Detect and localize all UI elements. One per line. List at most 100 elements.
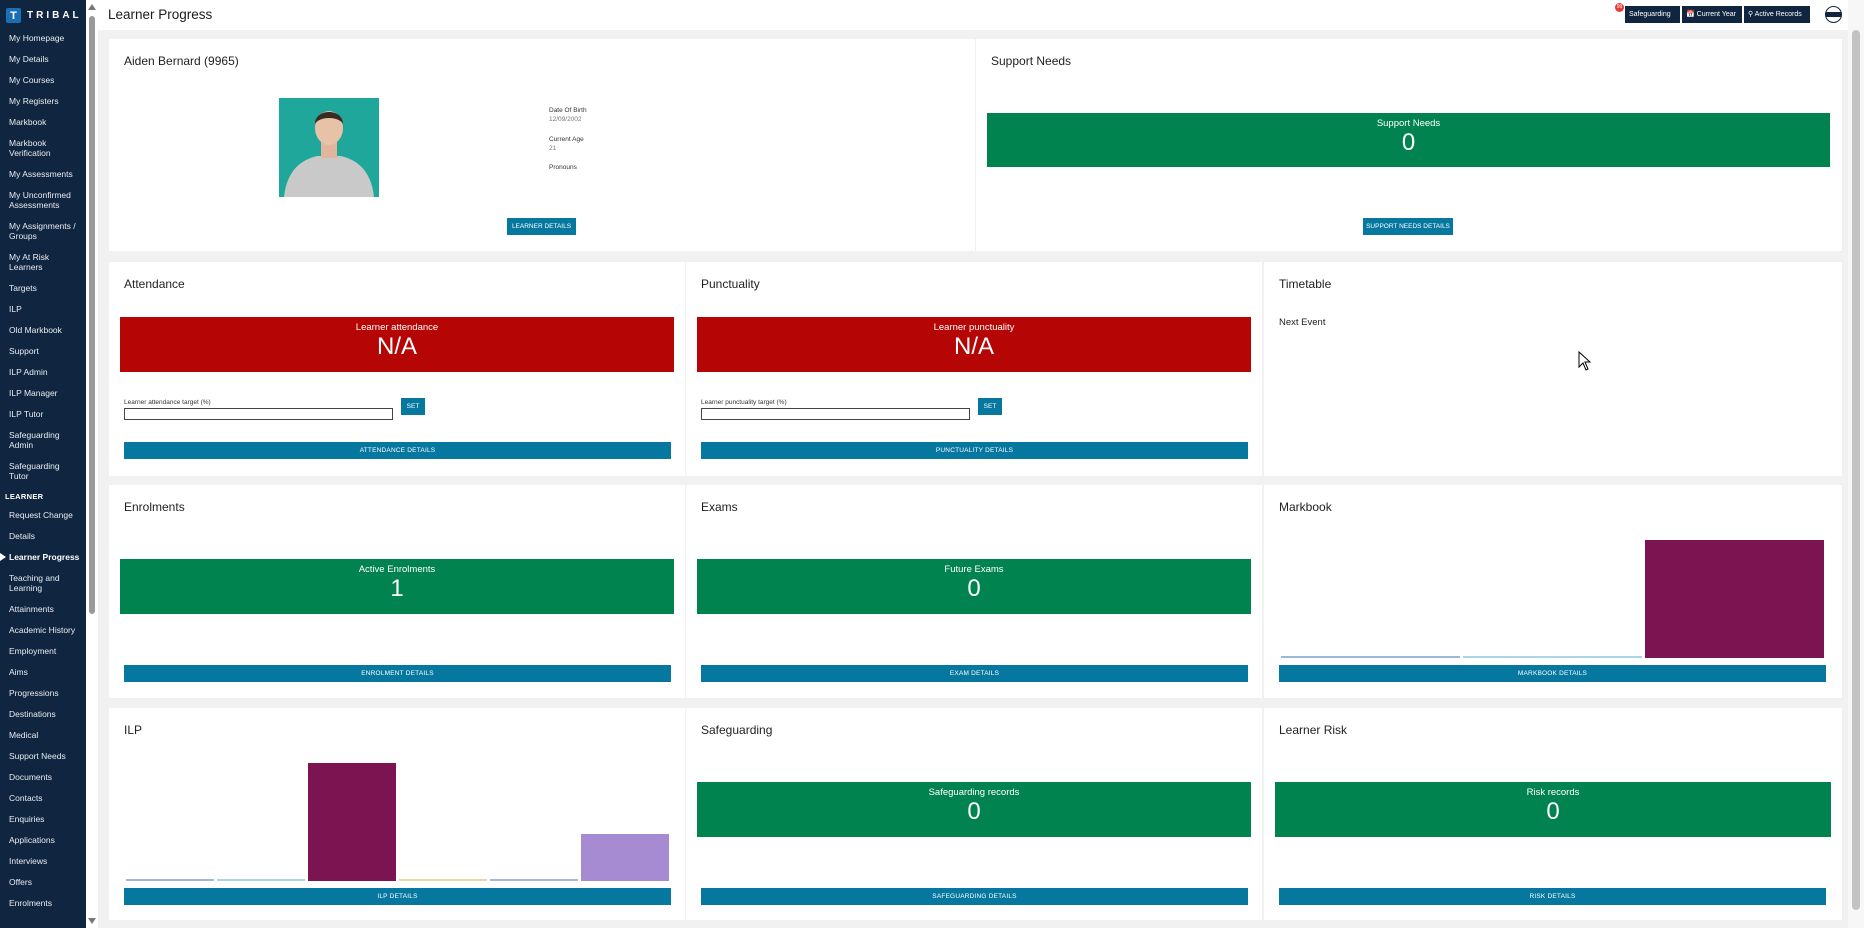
punctuality-set-button[interactable]: SET: [978, 398, 1002, 415]
sidebar-item-request-change[interactable]: Request Change: [9, 510, 73, 520]
ilp-bar-5[interactable]: [490, 879, 578, 881]
attendance-target-input[interactable]: [124, 408, 393, 420]
main-scroll-thumb[interactable]: [1852, 30, 1860, 910]
sidebar-item-my-homepage[interactable]: My Homepage: [9, 33, 65, 43]
age-label: Current Age: [549, 136, 584, 143]
sidebar-item-learner-progress[interactable]: Learner Progress: [0, 552, 86, 562]
sidebar-item-ilp-admin[interactable]: ILP Admin: [9, 367, 48, 377]
sidebar-item-ilp-manager[interactable]: ILP Manager: [9, 388, 58, 398]
attendance-stat: Learner attendance N/A: [120, 317, 674, 372]
safeguarding-details-button[interactable]: SAFEGUARDING DETAILS: [701, 888, 1248, 905]
main-scrollbar[interactable]: [1848, 0, 1864, 928]
sidebar-item-applications[interactable]: Applications: [9, 835, 55, 845]
ilp-bar-2[interactable]: [217, 879, 305, 881]
safeguarding-card: Safeguarding Safeguarding records 0 SAFE…: [686, 708, 1262, 920]
logo-word: TRIBAL: [27, 10, 82, 21]
scroll-up-arrow-icon[interactable]: [88, 4, 96, 10]
sidebar-item-academic-history[interactable]: Academic History: [9, 625, 76, 635]
sidebar-scrollbar[interactable]: [86, 0, 98, 928]
sidebar-item-targets[interactable]: Targets: [9, 283, 37, 293]
safeguarding-stat: Safeguarding records 0: [697, 782, 1251, 837]
markbook-bar-1[interactable]: [1281, 656, 1460, 658]
risk-details-button[interactable]: RISK DETAILS: [1279, 888, 1826, 905]
learner-details-button[interactable]: LEARNER DETAILS: [507, 218, 576, 235]
ilp-bar-1[interactable]: [126, 879, 214, 881]
sidebar-item-my-unconfirmed-assessments[interactable]: My Unconfirmed Assessments: [9, 190, 71, 210]
markbook-bar-3[interactable]: [1645, 540, 1824, 658]
sidebar-item-ilp[interactable]: ILP: [9, 304, 22, 314]
exams-stat: Future Exams 0: [697, 559, 1251, 614]
sidebar-item-aims[interactable]: Aims: [9, 667, 28, 677]
enrolment-details-button[interactable]: ENROLMENT DETAILS: [124, 665, 671, 682]
sidebar-item-progressions[interactable]: Progressions: [9, 688, 59, 698]
sidebar-item-safeguarding-tutor[interactable]: Safeguarding Tutor: [9, 461, 60, 481]
ilp-bar-6[interactable]: [581, 834, 669, 881]
pronouns-label: Pronouns: [549, 164, 577, 171]
attendance-set-button[interactable]: SET: [401, 398, 425, 415]
support-needs-title: Support Needs: [991, 54, 1072, 68]
header: Learner Progress 99 Safeguarding 📅 Curre…: [98, 0, 1848, 30]
support-needs-label: Support Needs: [1376, 118, 1441, 129]
sidebar-item-support[interactable]: Support: [9, 346, 39, 356]
attendance-value: N/A: [376, 333, 417, 360]
sidebar-item-documents[interactable]: Documents: [9, 772, 52, 782]
punctuality-details-button[interactable]: PUNCTUALITY DETAILS: [701, 442, 1248, 459]
support-needs-details-button[interactable]: SUPPORT NEEDS DETAILS: [1363, 218, 1453, 235]
scroll-down-arrow-icon[interactable]: [88, 918, 96, 924]
punctuality-target-input[interactable]: [701, 408, 970, 420]
exam-details-button[interactable]: EXAM DETAILS: [701, 665, 1248, 682]
enrolments-label: Active Enrolments: [358, 564, 436, 575]
learner-name: Aiden Bernard (9965): [124, 54, 239, 68]
punctuality-target-label: Learner punctuality target (%): [701, 399, 787, 406]
active-records-button[interactable]: ⚲ Active Records: [1744, 6, 1810, 23]
sidebar-item-offers[interactable]: Offers: [9, 877, 32, 887]
markbook-bar-2[interactable]: [1463, 656, 1642, 658]
sidebar-item-my-courses[interactable]: My Courses: [9, 75, 55, 85]
markbook-details-button[interactable]: MARKBOOK DETAILS: [1279, 665, 1826, 682]
exams-value: 0: [967, 575, 981, 602]
sidebar-item-markbook-verification[interactable]: Markbook Verification: [9, 138, 51, 158]
learner-risk-card: Learner Risk Risk records 0 RISK DETAILS: [1264, 708, 1842, 920]
exams-title: Exams: [701, 500, 738, 514]
ilp-bar-4[interactable]: [399, 879, 487, 881]
sidebar-item-ilp-tutor[interactable]: ILP Tutor: [9, 409, 44, 419]
safeguarding-button[interactable]: Safeguarding: [1625, 6, 1680, 23]
attendance-label: Learner attendance: [355, 322, 439, 333]
attendance-title: Attendance: [124, 277, 185, 291]
sidebar-item-enquiries[interactable]: Enquiries: [9, 814, 45, 824]
language-flag-icon[interactable]: [1825, 6, 1842, 23]
sidebar-item-interviews[interactable]: Interviews: [9, 856, 48, 866]
sidebar-item-employment[interactable]: Employment: [9, 646, 57, 656]
current-year-button[interactable]: 📅 Current Year: [1682, 6, 1742, 23]
sidebar-item-my-registers[interactable]: My Registers: [9, 96, 59, 106]
sidebar-item-my-assignments-groups[interactable]: My Assignments / Groups: [9, 221, 76, 241]
sidebar-item-teaching-and-learning[interactable]: Teaching and Learning: [9, 573, 60, 593]
timetable-card: Timetable Next Event: [1264, 262, 1842, 476]
attendance-details-button[interactable]: ATTENDANCE DETAILS: [124, 442, 671, 459]
sidebar-item-attainments[interactable]: Attainments: [9, 604, 54, 614]
logo-mark: T: [6, 8, 21, 23]
sidebar-item-my-details[interactable]: My Details: [9, 54, 49, 64]
learner-risk-title: Learner Risk: [1279, 723, 1348, 737]
sidebar-item-details[interactable]: Details: [9, 531, 35, 541]
sidebar-item-enrolments[interactable]: Enrolments: [9, 898, 52, 908]
sidebar-item-medical[interactable]: Medical: [9, 730, 39, 740]
ilp-details-button[interactable]: ILP DETAILS: [124, 888, 671, 905]
sidebar-item-old-markbook[interactable]: Old Markbook: [9, 325, 62, 335]
learner-card: Aiden Bernard (9965) Date Of Birth 12/09…: [109, 39, 975, 251]
enrolments-stat: Active Enrolments 1: [120, 559, 674, 614]
ilp-bar-3[interactable]: [308, 763, 396, 881]
sidebar-item-contacts[interactable]: Contacts: [9, 793, 43, 803]
sidebar-item-my-assessments[interactable]: My Assessments: [9, 169, 73, 179]
sidebar-item-my-at-risk-learners[interactable]: My At Risk Learners: [9, 252, 50, 272]
sidebar-item-markbook[interactable]: Markbook: [9, 117, 47, 127]
tribal-logo[interactable]: T TRIBAL: [0, 0, 86, 31]
sidebar-scroll-thumb[interactable]: [89, 16, 95, 614]
sidebar-item-safeguarding-admin[interactable]: Safeguarding Admin: [9, 430, 60, 450]
punctuality-label: Learner punctuality: [933, 322, 1015, 333]
safeguarding-title: Safeguarding: [701, 723, 773, 737]
sidebar-item-support-needs[interactable]: Support Needs: [9, 751, 66, 761]
enrolments-value: 1: [390, 575, 404, 602]
notification-badge: 99: [1615, 3, 1624, 12]
sidebar-item-destinations[interactable]: Destinations: [9, 709, 56, 719]
